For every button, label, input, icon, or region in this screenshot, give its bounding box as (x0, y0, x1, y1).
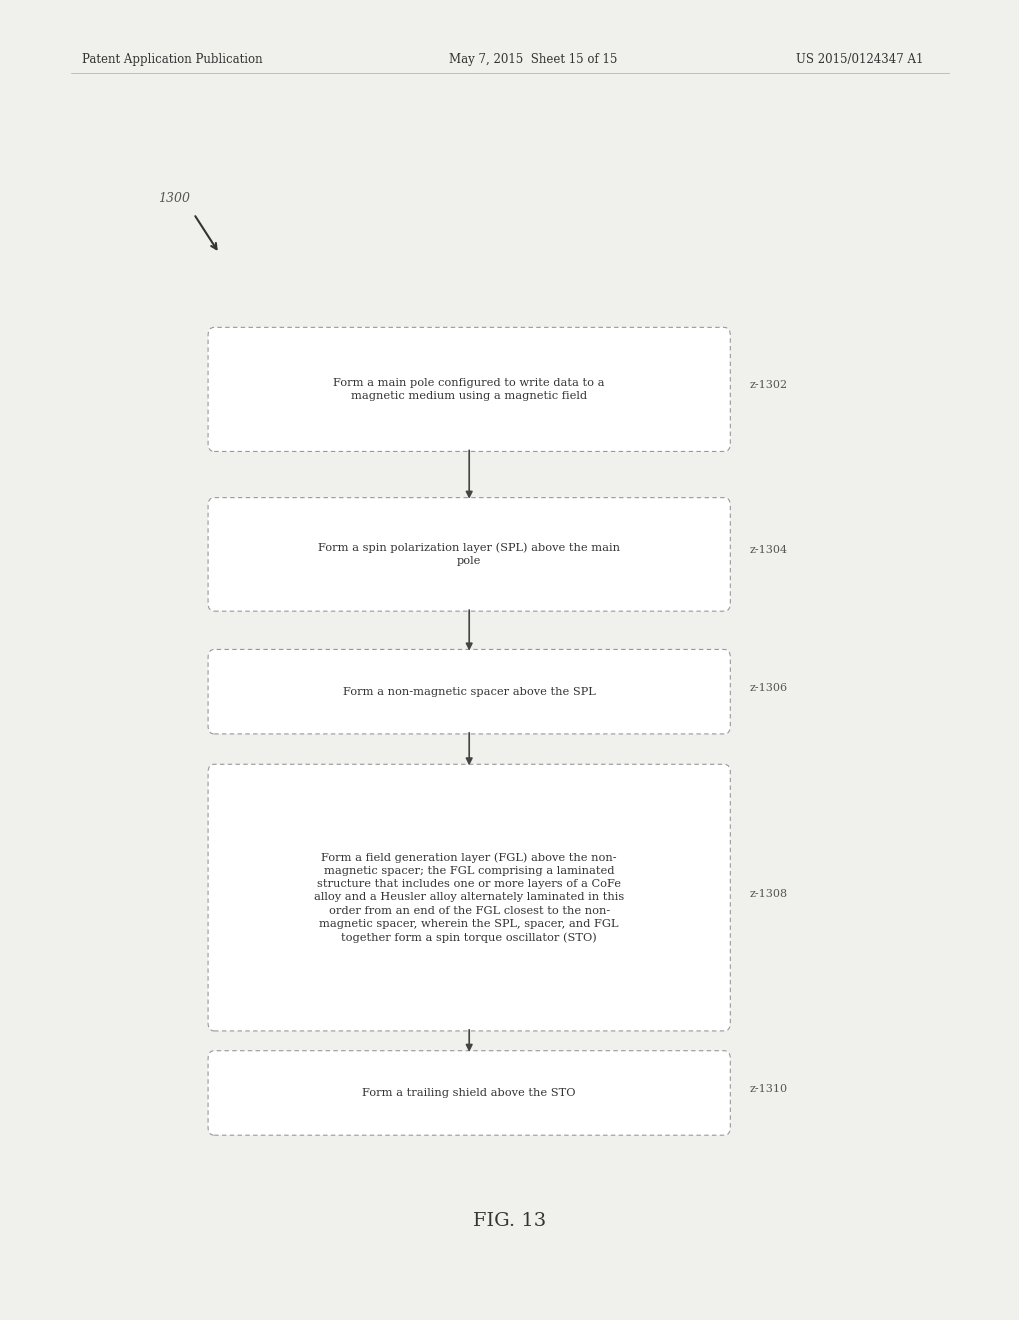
FancyBboxPatch shape (208, 327, 730, 451)
Text: May 7, 2015  Sheet 15 of 15: May 7, 2015 Sheet 15 of 15 (448, 53, 616, 66)
Text: 1300: 1300 (158, 191, 190, 205)
Text: FIG. 13: FIG. 13 (473, 1212, 546, 1230)
Text: z-1302: z-1302 (749, 380, 787, 391)
Text: z-1310: z-1310 (749, 1084, 787, 1094)
FancyBboxPatch shape (208, 649, 730, 734)
Text: z-1306: z-1306 (749, 682, 787, 693)
FancyBboxPatch shape (208, 498, 730, 611)
Text: z-1304: z-1304 (749, 545, 787, 556)
FancyBboxPatch shape (208, 1051, 730, 1135)
Text: Patent Application Publication: Patent Application Publication (82, 53, 262, 66)
FancyBboxPatch shape (208, 764, 730, 1031)
Text: z-1308: z-1308 (749, 888, 787, 899)
Text: Form a spin polarization layer (SPL) above the main
pole: Form a spin polarization layer (SPL) abo… (318, 543, 620, 566)
Text: Form a non-magnetic spacer above the SPL: Form a non-magnetic spacer above the SPL (342, 686, 595, 697)
Text: US 2015/0124347 A1: US 2015/0124347 A1 (795, 53, 922, 66)
Text: Form a trailing shield above the STO: Form a trailing shield above the STO (362, 1088, 576, 1098)
Text: Form a main pole configured to write data to a
magnetic medium using a magnetic : Form a main pole configured to write dat… (333, 378, 604, 401)
Text: Form a field generation layer (FGL) above the non-
magnetic spacer; the FGL comp: Form a field generation layer (FGL) abov… (314, 853, 624, 942)
